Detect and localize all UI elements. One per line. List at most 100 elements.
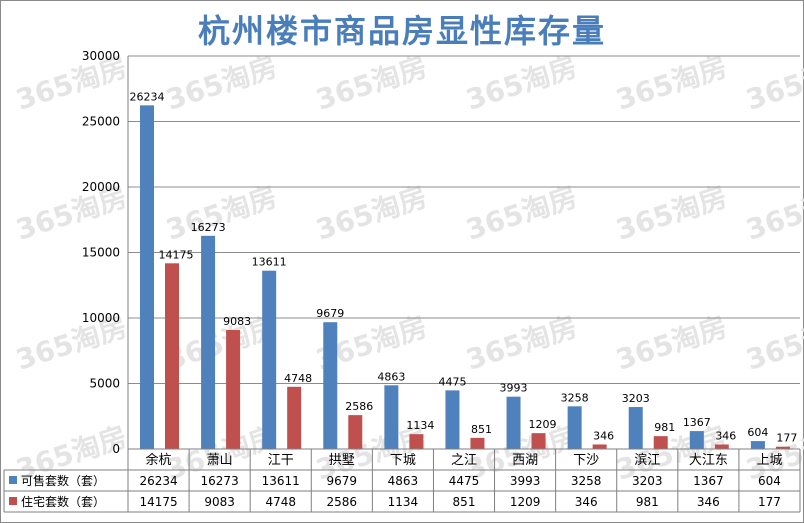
data-label: 9679 bbox=[316, 307, 344, 320]
data-label: 3993 bbox=[500, 382, 528, 395]
table-cell: 16273 bbox=[201, 474, 239, 488]
watermark-text: 365淘房 bbox=[462, 50, 581, 117]
table-cell: 981 bbox=[636, 495, 659, 509]
watermark-text: 365淘房 bbox=[742, 50, 804, 117]
data-label: 604 bbox=[747, 426, 768, 439]
data-label: 1367 bbox=[683, 416, 711, 429]
data-label: 346 bbox=[715, 429, 736, 442]
x-tick-label: 江干 bbox=[268, 453, 294, 468]
x-tick-label: 上城 bbox=[756, 453, 782, 468]
bar bbox=[348, 415, 363, 449]
data-label: 177 bbox=[776, 432, 797, 445]
bar bbox=[653, 436, 668, 449]
watermark-text: 365淘房 bbox=[612, 310, 731, 377]
data-label: 4475 bbox=[438, 375, 466, 388]
bar bbox=[201, 235, 216, 449]
bar bbox=[531, 433, 546, 449]
bar bbox=[750, 441, 765, 449]
data-label: 14175 bbox=[159, 248, 194, 261]
watermark-text: 365淘房 bbox=[162, 50, 281, 117]
y-tick-label: 15000 bbox=[82, 246, 120, 260]
legend-swatch bbox=[9, 497, 17, 505]
watermark-text: 365淘房 bbox=[462, 180, 581, 247]
watermark-text: 365淘房 bbox=[162, 180, 281, 247]
data-label: 9083 bbox=[223, 315, 251, 328]
bar bbox=[628, 407, 643, 449]
data-label: 2586 bbox=[345, 400, 373, 413]
table-cell: 4475 bbox=[449, 474, 480, 488]
table-cell: 9083 bbox=[204, 495, 235, 509]
table-cell: 346 bbox=[697, 495, 720, 509]
legend-label: 可售套数（套） bbox=[21, 473, 105, 488]
x-tick-label: 之江 bbox=[451, 453, 477, 468]
watermark-text: 365淘房 bbox=[742, 310, 804, 377]
y-tick-label: 0 bbox=[112, 442, 120, 456]
bar bbox=[445, 390, 460, 449]
data-label: 1134 bbox=[406, 419, 434, 432]
bar bbox=[775, 446, 790, 449]
bar bbox=[165, 263, 179, 449]
bar bbox=[470, 437, 485, 449]
data-label: 16273 bbox=[191, 221, 226, 234]
data-label: 4863 bbox=[377, 370, 405, 383]
table-cell: 346 bbox=[575, 495, 598, 509]
table-cell: 4748 bbox=[265, 495, 296, 509]
bar bbox=[287, 386, 302, 449]
table-cell: 1134 bbox=[388, 495, 419, 509]
x-tick-label: 余杭 bbox=[146, 452, 172, 468]
x-tick-label: 拱墅 bbox=[329, 453, 355, 468]
data-label: 1209 bbox=[529, 418, 557, 431]
watermark-text: 365淘房 bbox=[462, 310, 581, 377]
bar bbox=[714, 444, 729, 449]
y-tick-label: 5000 bbox=[89, 377, 120, 391]
data-label: 981 bbox=[654, 421, 675, 434]
table-cell: 3258 bbox=[571, 474, 602, 488]
bar bbox=[567, 406, 582, 449]
x-tick-label: 滨江 bbox=[634, 452, 660, 468]
y-tick-label: 25000 bbox=[82, 115, 120, 129]
bar bbox=[384, 385, 399, 449]
data-label: 4748 bbox=[284, 372, 312, 385]
table-cell: 14175 bbox=[139, 495, 177, 509]
data-label: 851 bbox=[471, 423, 492, 436]
table-cell: 177 bbox=[758, 495, 781, 509]
bar bbox=[592, 444, 607, 449]
bar bbox=[226, 330, 241, 449]
table-cell: 9679 bbox=[327, 474, 358, 488]
table-cell: 1209 bbox=[510, 495, 541, 509]
table-cell: 3203 bbox=[632, 474, 663, 488]
chart-title: 杭州楼市商品房显性库存量 bbox=[197, 12, 606, 50]
y-tick-label: 30000 bbox=[82, 49, 120, 63]
watermark-text: 365淘房 bbox=[312, 50, 431, 117]
watermark-text: 365淘房 bbox=[612, 50, 731, 117]
table-cell: 604 bbox=[758, 474, 781, 488]
legend-swatch bbox=[9, 476, 17, 484]
bar bbox=[506, 396, 521, 449]
data-label: 13611 bbox=[252, 256, 287, 269]
table-cell: 26234 bbox=[139, 474, 177, 488]
bar bbox=[140, 105, 154, 450]
table-cell: 4863 bbox=[388, 474, 419, 488]
bar bbox=[323, 322, 338, 449]
table-cell: 1367 bbox=[693, 474, 724, 488]
x-tick-label: 萧山 bbox=[207, 453, 233, 468]
data-label: 26234 bbox=[130, 90, 165, 103]
x-tick-label: 下沙 bbox=[573, 453, 599, 468]
y-tick-label: 10000 bbox=[82, 311, 120, 325]
bar bbox=[409, 434, 424, 449]
table-cell: 851 bbox=[453, 495, 476, 509]
data-label: 3203 bbox=[622, 392, 650, 405]
bar bbox=[689, 431, 704, 449]
legend-label: 住宅套数（套） bbox=[21, 494, 105, 509]
watermark-text: 365淘房 bbox=[612, 180, 731, 247]
y-tick-label: 20000 bbox=[82, 180, 120, 194]
table-cell: 13611 bbox=[262, 474, 300, 488]
x-tick-label: 大江东 bbox=[689, 453, 728, 468]
x-tick-label: 下城 bbox=[390, 453, 416, 468]
table-cell: 3993 bbox=[510, 474, 541, 488]
watermark-text: 365淘房 bbox=[312, 180, 431, 247]
data-label: 3258 bbox=[561, 391, 589, 404]
watermark-text: 365淘房 bbox=[742, 180, 804, 247]
